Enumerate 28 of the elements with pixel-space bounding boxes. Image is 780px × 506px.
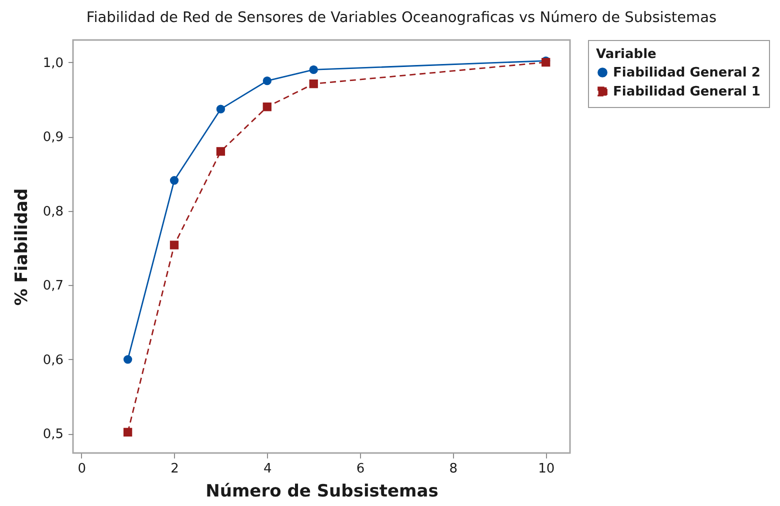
point	[123, 428, 132, 437]
point	[216, 104, 226, 114]
x-tick-label: 2	[170, 462, 179, 476]
legend-label: Fiabilidad General 1	[613, 84, 760, 100]
x-tick-label: 8	[449, 462, 458, 476]
point	[262, 76, 272, 86]
y-tick-label: 0,8	[42, 204, 64, 220]
point	[216, 147, 226, 156]
point	[262, 102, 272, 112]
point	[123, 355, 132, 364]
y-tick-label: 0,7	[42, 278, 64, 294]
y-axis-title: % Fiabilidad	[12, 188, 32, 306]
point	[309, 79, 318, 88]
legend-title: Variable	[596, 47, 657, 62]
y-tick-label: 1,0	[42, 56, 64, 71]
point	[309, 65, 318, 74]
x-tick-label: 10	[538, 462, 555, 476]
y-tick-label: 0,9	[42, 130, 64, 146]
x-tick-label: 0	[78, 462, 86, 476]
point	[170, 176, 179, 185]
y-tick-label: 0,5	[42, 427, 64, 442]
legend-label: Fiabilidad General 2	[613, 66, 760, 80]
x-tick-label: 6	[356, 462, 365, 476]
point	[170, 240, 179, 250]
y-tick-label: 0,6	[42, 352, 64, 368]
x-axis-title: Número de Subsistemas	[206, 482, 438, 502]
chart-title: Fiabilidad de Red de Sensores de Variables Oceanograficas vs Número de Subsistemas	[86, 10, 717, 26]
x-tick-label: 4	[264, 462, 272, 476]
